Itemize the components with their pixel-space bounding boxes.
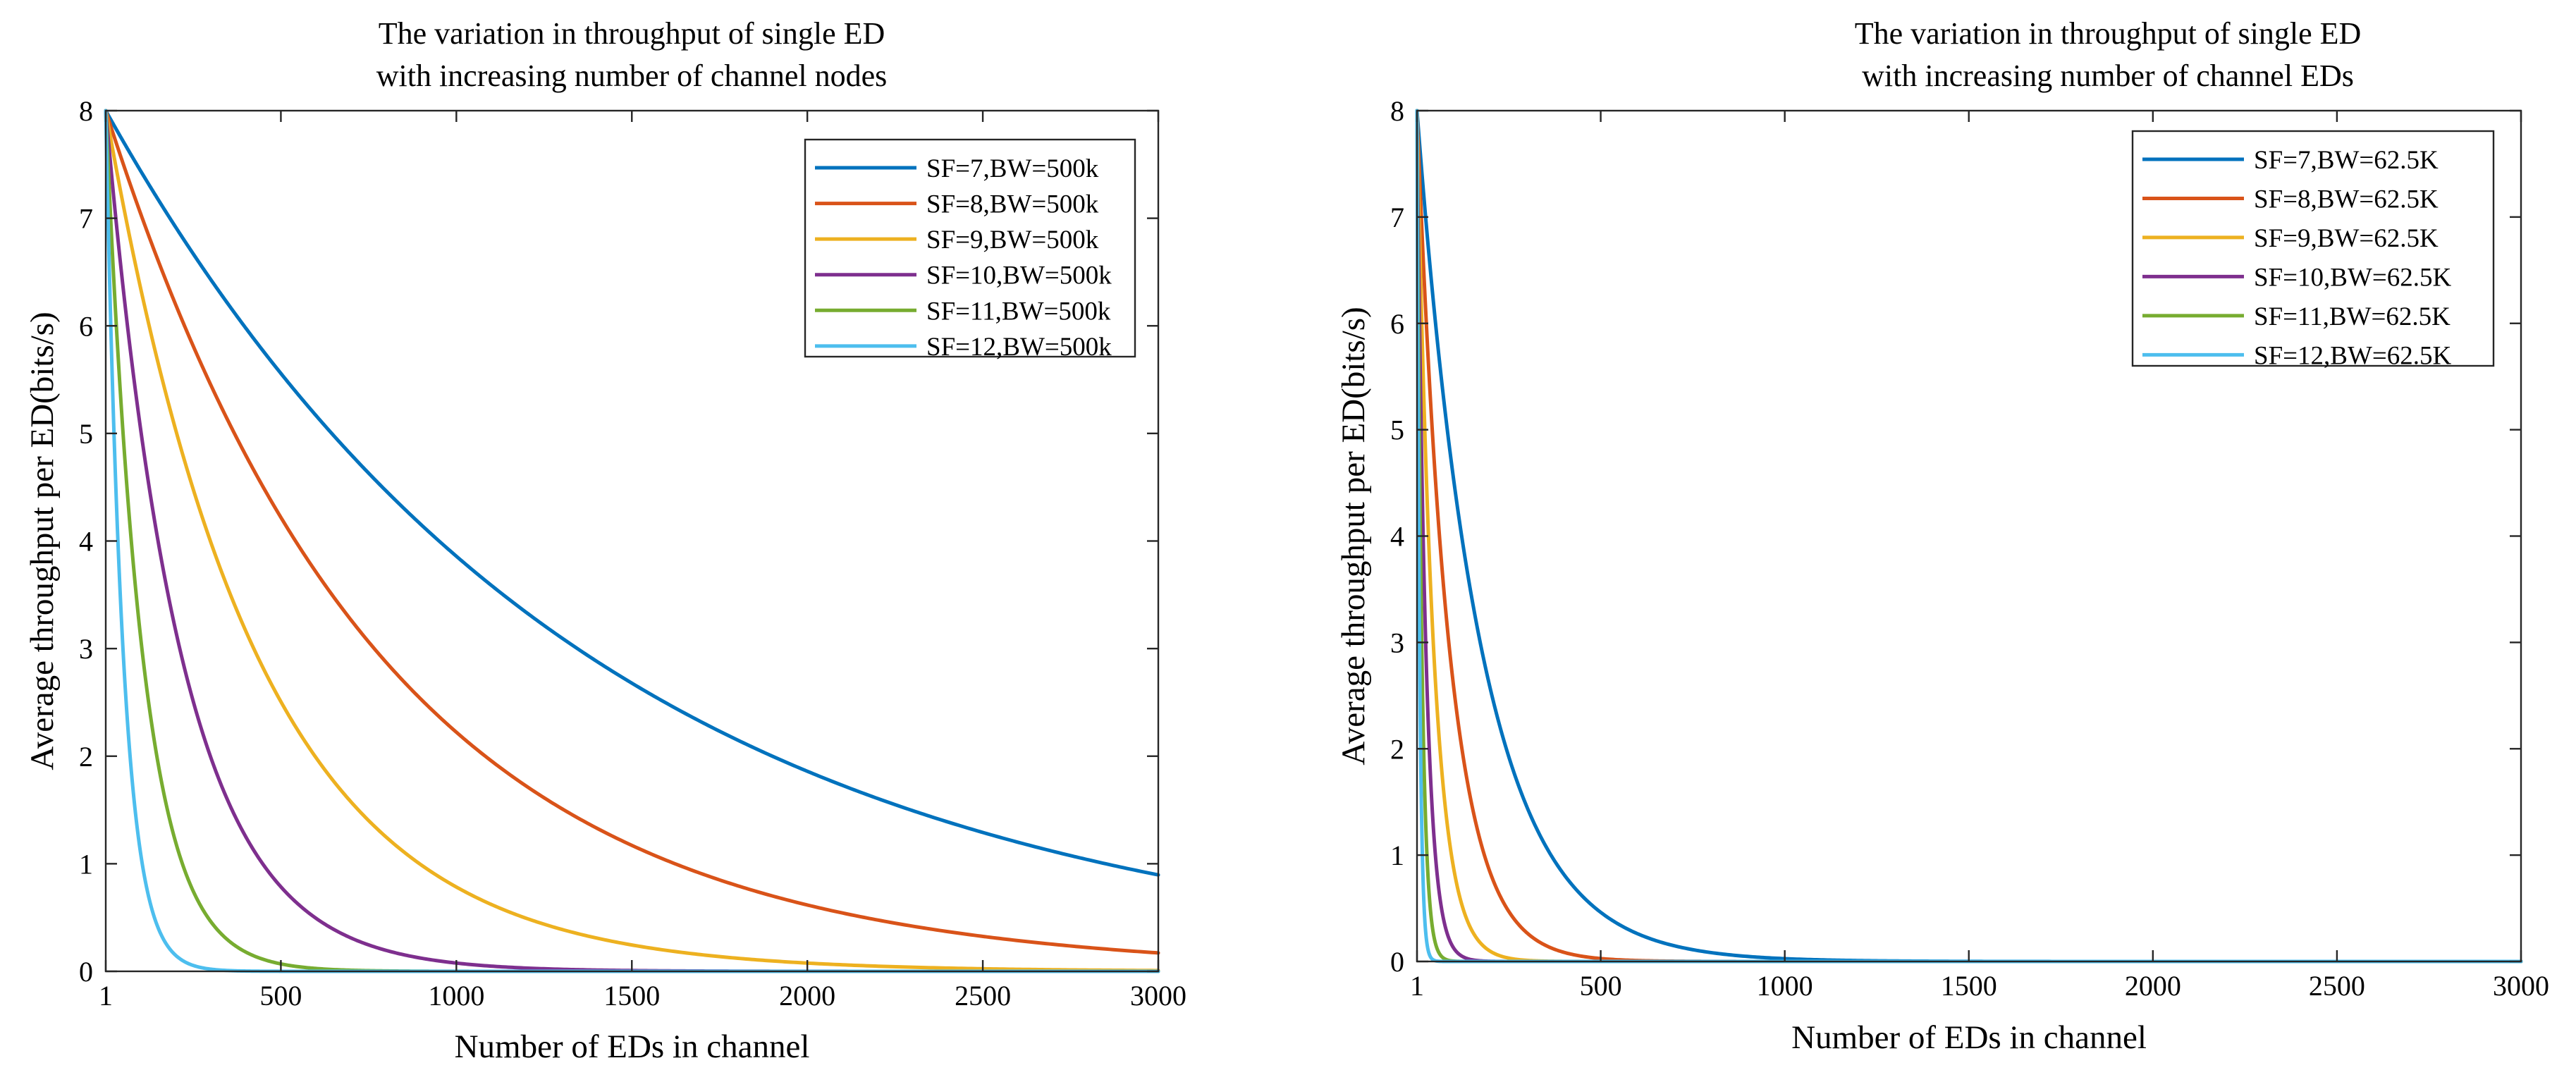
y-axis-label: Average throughput per ED(bits/s) bbox=[24, 312, 61, 770]
legend-entry: SF=12,BW=500k bbox=[926, 333, 1112, 362]
x-tick-label: 2500 bbox=[2309, 970, 2365, 1002]
y-tick-label: 4 bbox=[79, 526, 93, 558]
x-tick-label: 2000 bbox=[2125, 970, 2181, 1002]
y-tick-label: 5 bbox=[79, 418, 93, 450]
y-tick-label: 8 bbox=[1390, 95, 1404, 127]
series-line bbox=[104, 109, 1160, 955]
series-line bbox=[104, 109, 1160, 877]
y-tick-label: 8 bbox=[79, 95, 93, 127]
legend: SF=7,BW=500k SF=8,BW=500k SF=9,BW=500k SF=1… bbox=[804, 138, 1136, 362]
right-chart: The variation in throughput of single ED… bbox=[1335, 16, 2549, 1056]
y-axis-label: Average throughput per ED(bits/s) bbox=[1335, 307, 1372, 765]
y-tick-label: 6 bbox=[1390, 308, 1404, 340]
x-tick-label: 2500 bbox=[955, 980, 1011, 1012]
y-tick-label: 2 bbox=[1390, 733, 1404, 765]
x-tick-label: 1 bbox=[1410, 970, 1424, 1002]
chart-title-line: The variation in throughput of single ED bbox=[379, 16, 885, 51]
y-tick-label: 7 bbox=[79, 203, 93, 235]
y-tick-label: 3 bbox=[79, 633, 93, 665]
y-tick-label: 1 bbox=[79, 848, 93, 880]
y-tick-label: 4 bbox=[1390, 521, 1404, 553]
x-tick-label: 1 bbox=[99, 980, 113, 1012]
legend-box bbox=[2131, 130, 2495, 367]
legend-entry: SF=8,BW=62.5K bbox=[2254, 185, 2439, 214]
legend-entry: SF=7,BW=500k bbox=[926, 154, 1099, 183]
y-tick-label: 7 bbox=[1390, 202, 1404, 233]
legend-entry: SF=9,BW=500k bbox=[926, 226, 1099, 254]
legend: SF=7,BW=62.5K SF=8,BW=62.5K SF=9,BW=62.5K S… bbox=[2131, 130, 2495, 370]
y-tick-label: 1 bbox=[1390, 840, 1404, 871]
x-tick-label: 1500 bbox=[1941, 970, 1997, 1002]
left-chart: The variation in throughput of single ED… bbox=[24, 16, 1186, 1065]
x-axis-label: Number of EDs in channel bbox=[455, 1028, 810, 1065]
chart-title-line: with increasing number of channel EDs bbox=[1862, 59, 2354, 93]
legend-entry: SF=10,BW=500k bbox=[926, 262, 1112, 290]
x-tick-label: 3000 bbox=[1130, 980, 1186, 1012]
y-tick-label: 6 bbox=[79, 310, 93, 342]
x-tick-label: 500 bbox=[1580, 970, 1622, 1002]
x-tick-label: 3000 bbox=[2493, 970, 2549, 1002]
chart-title-line: The variation in throughput of single ED bbox=[1855, 16, 2362, 51]
y-tick-label: 0 bbox=[79, 956, 93, 988]
series-line bbox=[104, 109, 1160, 973]
y-tick-label: 3 bbox=[1390, 627, 1404, 658]
legend-entry: SF=10,BW=62.5K bbox=[2254, 263, 2451, 292]
y-tick-label: 0 bbox=[1390, 946, 1404, 978]
x-tick-label: 500 bbox=[259, 980, 302, 1012]
legend-entry: SF=9,BW=62.5K bbox=[2254, 224, 2439, 253]
x-axis-label: Number of EDs in channel bbox=[1791, 1019, 2147, 1056]
legend-entry: SF=7,BW=62.5K bbox=[2254, 146, 2439, 175]
legend-entry: SF=11,BW=500k bbox=[926, 297, 1111, 326]
y-tick-label: 2 bbox=[79, 741, 93, 773]
x-tick-label: 1500 bbox=[603, 980, 660, 1012]
chart-title-line: with increasing number of channel nodes bbox=[376, 59, 888, 93]
x-tick-label: 2000 bbox=[779, 980, 835, 1012]
x-tick-label: 1000 bbox=[1757, 970, 1813, 1002]
legend-entry: SF=8,BW=500k bbox=[926, 190, 1099, 219]
legend-box bbox=[804, 138, 1136, 358]
legend-entry: SF=12,BW=62.5K bbox=[2254, 341, 2451, 370]
legend-entry: SF=11,BW=62.5K bbox=[2254, 302, 2451, 331]
y-tick-label: 5 bbox=[1390, 414, 1404, 446]
x-tick-label: 1000 bbox=[428, 980, 484, 1012]
